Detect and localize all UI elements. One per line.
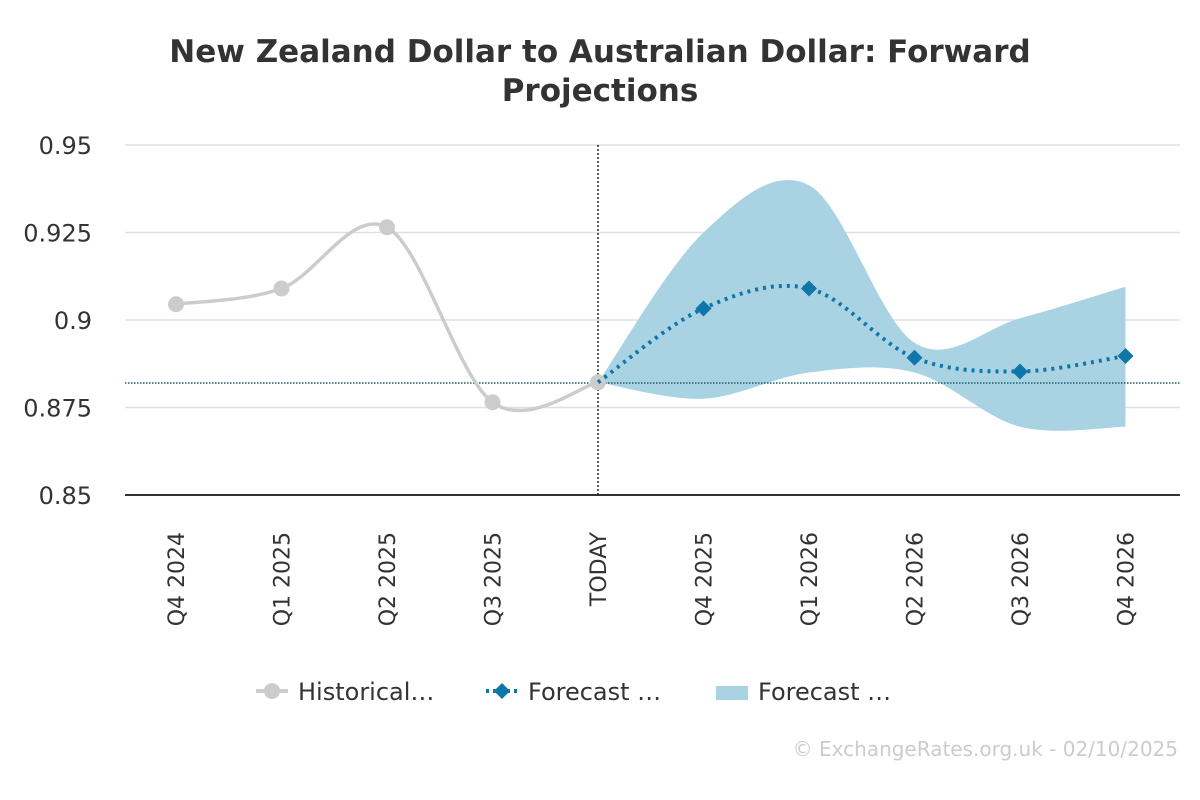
- legend-historical-label: Historical…: [298, 678, 434, 706]
- legend-item-historical[interactable]: Historical…: [256, 678, 434, 706]
- historical-point[interactable]: [168, 296, 184, 313]
- chart-title-line-1: New Zealand Dollar to Australian Dollar:…: [169, 34, 1030, 70]
- x-tick-label: Q4 2026: [1115, 532, 1140, 626]
- forecast-point[interactable]: [801, 280, 817, 297]
- legend-item-forecast-range[interactable]: Forecast …: [716, 678, 891, 706]
- legend-forecast-label: Forecast …: [528, 678, 661, 706]
- x-tick-label: Q4 2025: [693, 532, 718, 626]
- forecast-point[interactable]: [1012, 363, 1028, 380]
- x-tick-label: Q4 2024: [165, 532, 190, 626]
- x-tick-label: Q3 2026: [1009, 532, 1034, 626]
- legend-historical-marker: [264, 683, 280, 699]
- x-tick-label: Q2 2026: [904, 532, 929, 626]
- y-axis-tick-labels: 0.85 0.875 0.9 0.925 0.95: [23, 132, 92, 510]
- legend-forecast-range-label: Forecast …: [758, 678, 891, 706]
- data-series: [168, 219, 1134, 413]
- reference-lines: [125, 145, 1180, 495]
- y-tick-label: 0.875: [23, 395, 92, 423]
- forecast-point[interactable]: [695, 300, 712, 317]
- historical-point[interactable]: [484, 394, 501, 411]
- x-axis-tick-labels: Q4 2024 Q1 2025 Q2 2025 Q3 2025 TODAY Q4 2025…: [165, 531, 1140, 626]
- y-tick-label: 0.85: [39, 482, 92, 510]
- x-tick-label: TODAY: [587, 531, 612, 607]
- forecast-range-area[interactable]: [598, 179, 1126, 431]
- legend-item-forecast-line[interactable]: Forecast …: [486, 678, 661, 706]
- y-tick-label: 0.9: [54, 307, 92, 335]
- x-tick-label: Q2 2025: [376, 532, 401, 626]
- legend-forecast-marker: [494, 683, 510, 699]
- legend-forecast-range-swatch: [716, 686, 748, 700]
- chart-title-line-2: Projections: [502, 73, 699, 109]
- historical-point[interactable]: [273, 280, 290, 297]
- chart-credit: © ExchangeRates.org.uk - 02/10/2025: [793, 737, 1178, 761]
- forecast-point[interactable]: [1117, 348, 1134, 365]
- x-tick-label: Q1 2026: [798, 532, 823, 626]
- historical-point[interactable]: [379, 219, 395, 236]
- forecast-point[interactable]: [906, 349, 923, 366]
- x-tick-label: Q3 2025: [482, 532, 507, 626]
- legend: Historical… Forecast … Forecast …: [256, 678, 891, 706]
- y-tick-label: 0.925: [23, 220, 92, 248]
- y-tick-label: 0.95: [39, 132, 92, 160]
- forecast-line: [596, 283, 1126, 384]
- x-tick-label: Q1 2025: [271, 532, 296, 626]
- forecast-range-band[interactable]: [598, 179, 1126, 431]
- chart-title: New Zealand Dollar to Australian Dollar:…: [169, 34, 1030, 109]
